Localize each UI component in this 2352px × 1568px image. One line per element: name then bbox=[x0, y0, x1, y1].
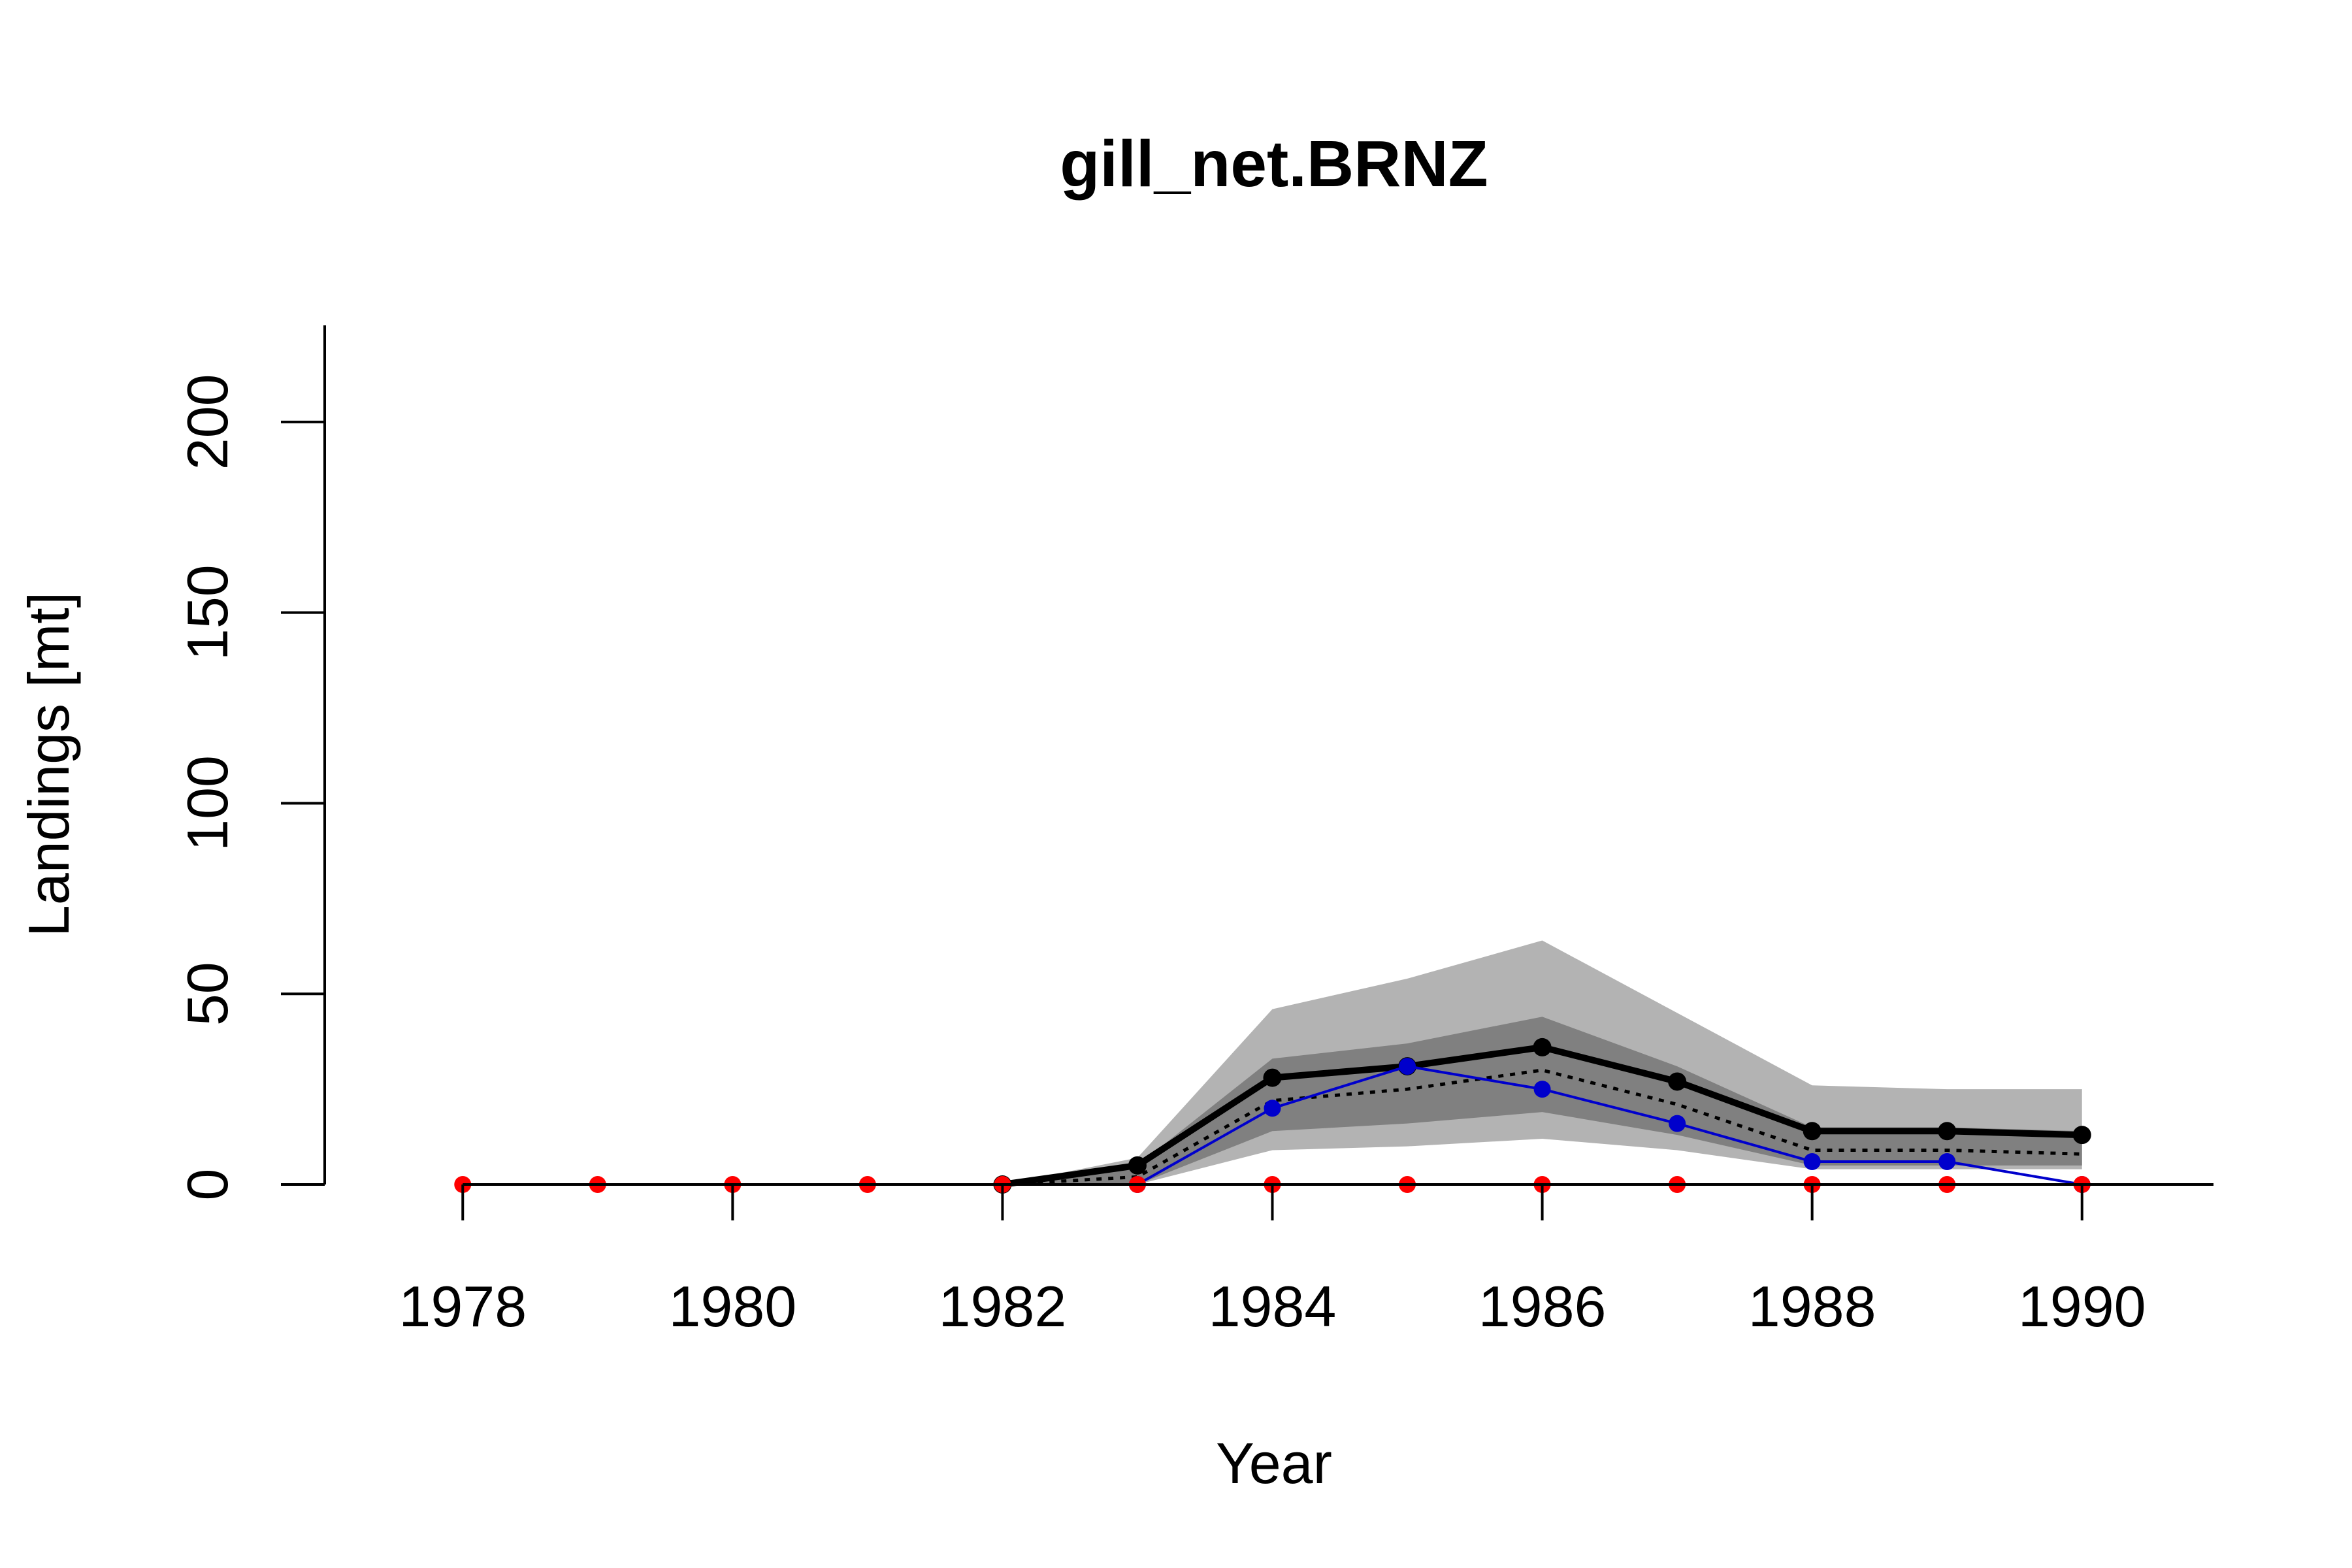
series-1-point bbox=[2072, 1126, 2091, 1145]
x-axis-label: Year bbox=[1216, 1431, 1332, 1495]
x-tick-label: 1988 bbox=[1748, 1274, 1876, 1339]
axes: 1978 1980 1982 1984 1986 1988 1990 0 50 100 150 200 bbox=[175, 325, 2213, 1339]
band-1 bbox=[1002, 1017, 2082, 1184]
series-1-point bbox=[1263, 1068, 1282, 1087]
y-tick-label: 0 bbox=[175, 1169, 240, 1201]
x-tick-label: 1990 bbox=[2018, 1274, 2146, 1339]
chart-title: gill_net.BRNZ bbox=[1060, 127, 1488, 201]
series-1-point bbox=[1533, 1037, 1552, 1056]
series-1-point bbox=[1128, 1156, 1147, 1175]
series-1-point bbox=[1803, 1122, 1821, 1141]
y-tick-label: 200 bbox=[175, 374, 240, 470]
y-tick-label: 50 bbox=[175, 962, 240, 1026]
x-tick-label: 1978 bbox=[399, 1274, 527, 1339]
y-tick-label: 150 bbox=[175, 564, 240, 661]
y-axis-label: Landings [mt] bbox=[16, 592, 81, 937]
series-2-point bbox=[1264, 1100, 1281, 1117]
x-tick-label: 1982 bbox=[939, 1274, 1067, 1339]
x-tick-label: 1984 bbox=[1209, 1274, 1337, 1339]
series-2-point bbox=[1803, 1152, 1821, 1170]
series-1-point bbox=[1938, 1122, 1957, 1141]
series-line-2 bbox=[1136, 1065, 2083, 1186]
x-tick-label: 1980 bbox=[668, 1274, 796, 1339]
series-2-point bbox=[1669, 1115, 1686, 1132]
series-2-point bbox=[1938, 1152, 1956, 1170]
y-tick-label: 100 bbox=[175, 755, 240, 851]
series-line-0 bbox=[1002, 1068, 2082, 1186]
series-2-point bbox=[1533, 1081, 1551, 1098]
series-2-point bbox=[1399, 1058, 1416, 1075]
series-1-point bbox=[1668, 1072, 1687, 1091]
plot-area bbox=[454, 940, 2091, 1194]
x-tick-label: 1986 bbox=[1478, 1274, 1607, 1339]
